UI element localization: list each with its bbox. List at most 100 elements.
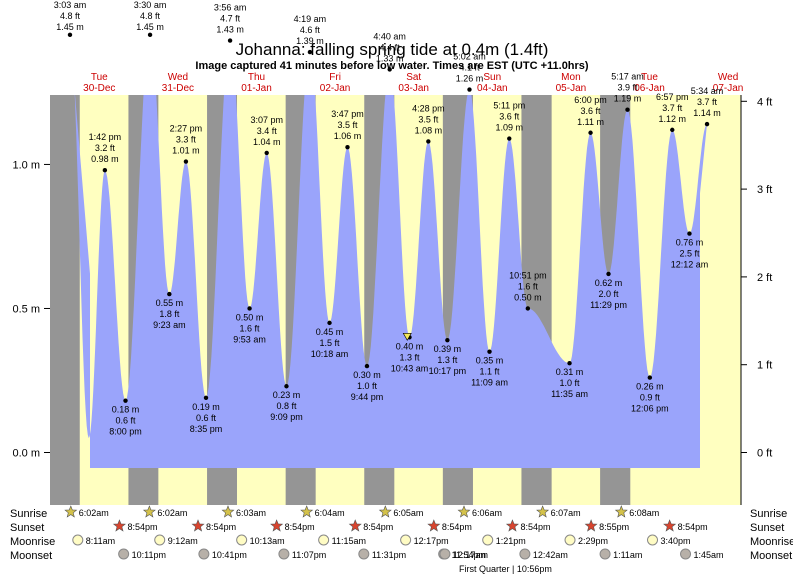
tide-label: 0.26 m: [636, 382, 664, 392]
tide-label: 1.19 m: [614, 94, 642, 104]
tide-point: [687, 231, 692, 236]
tide-label: 4.8 ft: [140, 11, 161, 21]
tide-label: 10:18 am: [311, 349, 349, 359]
sun-star-icon: [221, 505, 235, 518]
tide-label: 3:03 am: [54, 0, 87, 10]
sun-star-icon: [112, 519, 126, 532]
tide-point: [247, 306, 252, 311]
sun-star-icon: [457, 505, 471, 518]
sunrise-time: 6:06am: [472, 508, 502, 518]
day-name: Mon: [561, 72, 580, 83]
tide-label: 0.45 m: [316, 327, 344, 337]
y-tick-label: 0.5 m: [12, 303, 40, 315]
day-date: 30-Dec: [83, 83, 115, 94]
moonrise-time: 2:29pm: [578, 536, 608, 546]
tide-label: 1.6 ft: [518, 281, 539, 291]
moon-icon: [236, 534, 248, 546]
tide-label: 3:56 am: [214, 3, 247, 13]
moon-icon: [564, 534, 576, 546]
tide-label: 3.5 ft: [418, 114, 439, 124]
sun-star-icon: [584, 519, 598, 532]
tide-label: 3.4 ft: [257, 126, 278, 136]
sunset-legend-left: Sunset: [10, 522, 44, 534]
sunset-time: 8:54pm: [520, 522, 550, 532]
tide-labels: 3:03 am4.8 ft1.45 m1:42 pm3.2 ft0.98 m0.…: [54, 0, 724, 437]
tide-label: 1.11 m: [577, 117, 604, 127]
moonset-time: 11:07pm: [292, 550, 326, 560]
moon-icon: [118, 548, 130, 560]
tide-label: 5:02 am: [453, 52, 486, 62]
moon-icon: [519, 548, 531, 560]
tide-label: 1.3 ft: [399, 352, 420, 362]
tide-label: 3.7 ft: [697, 97, 718, 107]
tide-label: 1.08 m: [415, 125, 443, 135]
tide-label: 1.06 m: [334, 131, 362, 141]
sunrise-time: 6:07am: [551, 508, 581, 518]
sunrise-time: 6:08am: [629, 508, 659, 518]
tide-point: [507, 136, 512, 141]
tide-label: 0.76 m: [676, 238, 704, 248]
tide-label: 1.39 m: [296, 36, 324, 46]
tide-label: 4.4 ft: [380, 42, 401, 52]
tide-label: 3.2 ft: [95, 143, 116, 153]
sunset-time: 8:54pm: [127, 522, 157, 532]
tide-label: 0.31 m: [556, 367, 584, 377]
tide-label: 8:35 pm: [190, 424, 223, 434]
tide-point: [147, 32, 153, 38]
tide-point: [123, 398, 128, 403]
tide-point: [67, 32, 73, 38]
moonset-time: 10:41pm: [212, 550, 247, 560]
tide-label: 3.9 ft: [617, 83, 638, 93]
tide-point: [704, 121, 710, 127]
y-tick-label: 1 ft: [757, 360, 772, 372]
moon-icon: [72, 534, 84, 546]
moonset-legend-right: Moonset: [750, 550, 792, 562]
moon-icon: [278, 548, 290, 560]
chart-title: Johanna: falling spring tide at 0.4m (1.…: [236, 40, 549, 59]
tide-label: 11:35 am: [551, 389, 588, 399]
sun-star-icon: [64, 505, 78, 518]
tide-label: 0.19 m: [192, 402, 220, 412]
sun-star-icon: [191, 519, 205, 532]
tide-label: 4:40 am: [373, 31, 406, 41]
sun-star-icon: [663, 519, 677, 532]
day-name: Tue: [641, 72, 658, 83]
tide-label: 6:57 pm: [656, 92, 689, 102]
tide-point: [426, 139, 431, 144]
moon-phase-label: First Quarter | 10:56pm: [459, 564, 552, 574]
day-labels: Tue30-DecWed31-DecThu01-JanFri02-JanSat0…: [83, 72, 743, 94]
moon-icon: [154, 534, 166, 546]
tide-label: 1.09 m: [496, 123, 524, 133]
tide-point: [467, 87, 472, 92]
tide-label: 1.5 ft: [320, 338, 341, 348]
moon-icon: [680, 548, 692, 560]
moonset-time: 11:31pm: [372, 550, 406, 560]
moonrise-time: 8:11am: [86, 536, 115, 546]
moonset-time: 12:42am: [533, 550, 568, 560]
y-tick-label: 4 ft: [757, 96, 772, 108]
tide-label: 0.55 m: [156, 298, 184, 308]
day-name: Sun: [483, 72, 501, 83]
tide-label: 0.18 m: [112, 405, 140, 415]
day-date: 31-Dec: [162, 83, 194, 94]
tide-label: 2.0 ft: [599, 289, 620, 299]
tide-label: 1.3 ft: [437, 355, 458, 365]
tide-label: 1.8 ft: [159, 309, 180, 319]
sun-star-icon: [270, 519, 284, 532]
tide-label: 0.23 m: [273, 390, 301, 400]
tide-label: 3.6 ft: [499, 112, 520, 122]
chart-subtitle: Image captured 41 minutes before low wat…: [195, 60, 589, 72]
tide-label: 6:00 pm: [574, 95, 607, 105]
water-level-area: [74, 95, 707, 468]
tide-label: 8:00 pm: [109, 427, 142, 437]
sun-star-icon: [427, 519, 441, 532]
sunset-time: 8:54pm: [285, 522, 315, 532]
moonrise-time: 12:17pm: [414, 536, 449, 546]
moon-icon: [400, 534, 412, 546]
sun-star-icon: [378, 505, 392, 518]
tide-point: [102, 168, 108, 173]
tide-label: 4.6 ft: [300, 25, 321, 35]
tide-label: 11:29 pm: [590, 300, 627, 310]
day-name: Sat: [406, 72, 421, 83]
day-date: 03-Jan: [398, 83, 429, 94]
